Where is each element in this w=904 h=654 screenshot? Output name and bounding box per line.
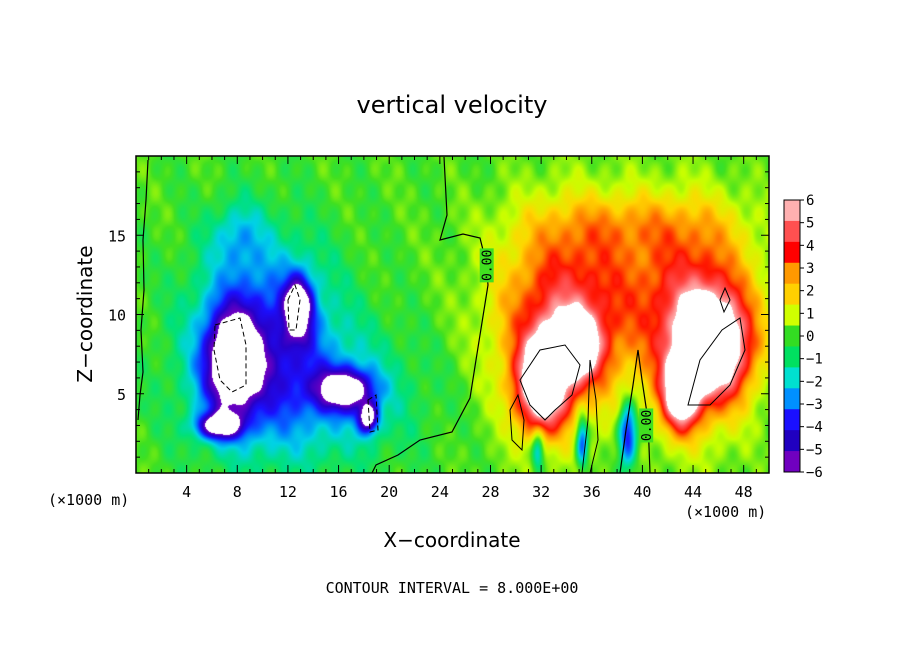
zero-contour-line xyxy=(581,359,599,474)
updraft-contour xyxy=(687,317,746,406)
colorbar-label: −5 xyxy=(806,442,823,458)
x-tick-label: 8 xyxy=(233,483,242,501)
x-unit-left: (×1000 m) xyxy=(48,491,129,509)
colorbar-label: 0 xyxy=(806,329,814,345)
colorbar-label: −2 xyxy=(806,374,823,390)
velocity-field xyxy=(136,156,769,473)
x-tick-label: 20 xyxy=(380,483,398,501)
updraft-contour xyxy=(719,286,731,314)
colorbar-swatch xyxy=(784,304,800,327)
colorbar-swatch xyxy=(784,346,800,368)
contour-label: 0.00 xyxy=(481,250,496,281)
colorbar-label: −6 xyxy=(806,465,823,481)
contour-interval-footer: CONTOUR INTERVAL = 8.000E+00 xyxy=(326,579,579,597)
colorbar-swatch xyxy=(784,241,800,264)
updraft-contour xyxy=(519,344,581,421)
x-unit-right: (×1000 m) xyxy=(685,503,766,521)
contour-label-bg xyxy=(639,408,654,443)
colorbar-label: 2 xyxy=(806,284,814,300)
x-tick-label: 40 xyxy=(633,483,651,501)
colorbar-label: 6 xyxy=(806,193,814,209)
y-tick-label: 15 xyxy=(108,227,126,245)
colorbar-swatch xyxy=(784,283,800,306)
zero-contour-line xyxy=(137,159,149,421)
contour-label: 0.00 xyxy=(640,410,655,441)
colorbar-label: 5 xyxy=(806,216,814,232)
colorbar-swatch xyxy=(784,367,800,389)
colorbar-swatch xyxy=(784,451,800,473)
colorbar-label: −1 xyxy=(806,352,823,368)
x-tick-label: 24 xyxy=(431,483,449,501)
colorbar-label: 4 xyxy=(806,238,814,254)
colorbar-label: 1 xyxy=(806,306,814,322)
colorbar-label: 3 xyxy=(806,261,814,277)
chart-title: vertical velocity xyxy=(357,91,548,119)
x-tick-label: 16 xyxy=(330,483,348,501)
contour-label-bg xyxy=(479,248,494,283)
x-tick-label: 28 xyxy=(481,483,499,501)
colorbar-swatch xyxy=(784,262,800,285)
colorbar-swatch xyxy=(784,325,800,347)
downdraft-contour xyxy=(287,283,301,331)
x-tick-label: 36 xyxy=(583,483,601,501)
x-tick-label: 44 xyxy=(684,483,702,501)
x-tick-label: 12 xyxy=(279,483,297,501)
colorbar-label: −3 xyxy=(806,397,823,413)
x-tick-label: 32 xyxy=(532,483,550,501)
x-tick-label: 4 xyxy=(182,483,191,501)
y-tick-label: 5 xyxy=(117,386,126,404)
colorbar-label: −4 xyxy=(806,420,823,436)
y-axis-label: Z−coordinate xyxy=(73,245,97,382)
y-tick-label: 10 xyxy=(108,307,126,325)
colorbar-swatch xyxy=(784,388,800,410)
downdraft-contour xyxy=(367,394,379,433)
colorbar-swatch xyxy=(784,430,800,452)
x-tick-label: 48 xyxy=(735,483,753,501)
updraft-contour xyxy=(509,393,525,452)
x-axis-label: X−coordinate xyxy=(383,528,520,552)
colorbar-swatch xyxy=(784,409,800,431)
colorbar-swatch xyxy=(784,220,800,243)
colorbar: 6 5 4 3 2 1 0 −1 −2 −3 −4 −5 −6 xyxy=(783,193,823,481)
colorbar-swatch xyxy=(784,200,800,222)
zero-contour-line xyxy=(371,156,489,474)
